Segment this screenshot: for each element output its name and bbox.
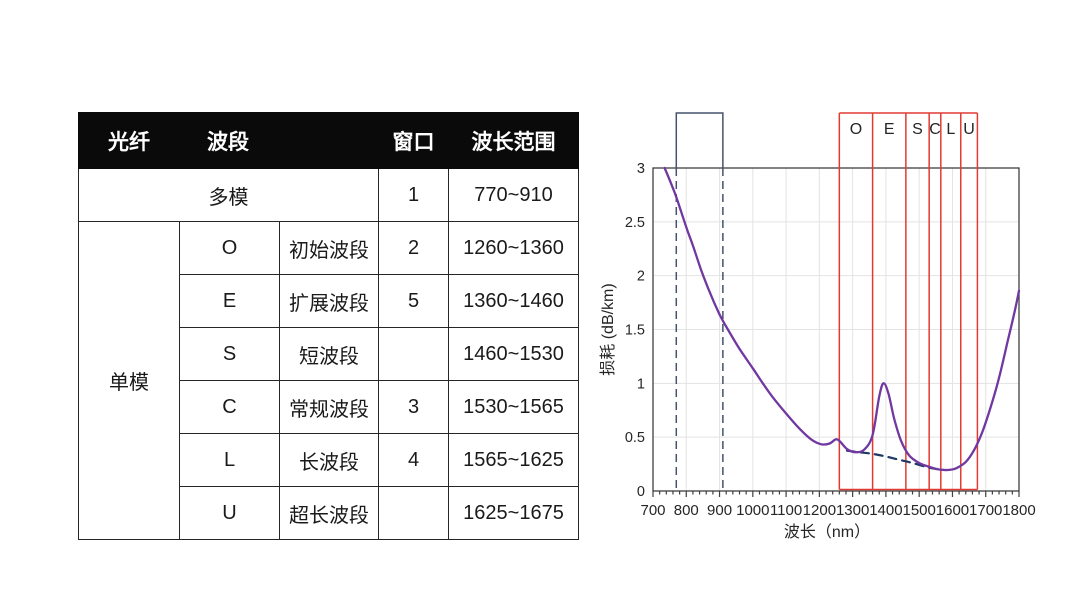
- y-tick-label: 1.5: [625, 323, 645, 339]
- attenuation-curve: [663, 166, 1021, 472]
- header-fiber: 光纤: [78, 112, 180, 169]
- cell-wavelength-range: 1260~1360: [448, 221, 579, 275]
- band-boxes: [838, 112, 979, 491]
- cell-wavelength-range: 1530~1565: [448, 380, 579, 434]
- y-tick-label: 2: [637, 269, 645, 285]
- band-label: S: [912, 121, 923, 138]
- cell-band-letter: L: [179, 433, 280, 487]
- multimode-window-box: [675, 112, 724, 491]
- table-header-row: 光纤 波段 窗口 波长范围: [78, 112, 579, 169]
- band-label: O: [850, 121, 862, 138]
- y-tick-label: 3: [637, 161, 645, 177]
- table-row: U 超长波段 1625~1675: [79, 486, 579, 540]
- y-axis-title: 损耗 (dB/km): [599, 283, 617, 375]
- cell-wavelength-range: 1360~1460: [448, 274, 579, 328]
- band-label: C: [929, 121, 941, 138]
- cell-wavelength-range: 1625~1675: [448, 486, 579, 540]
- table-row: C 常规波段 3 1530~1565: [79, 380, 579, 434]
- x-tick-label: 1800: [1002, 502, 1035, 519]
- cell-band-name: 超长波段: [279, 486, 379, 540]
- y-tick-label: 0.5: [625, 430, 645, 446]
- cell-band-letter: E: [179, 274, 280, 328]
- x-tick-label: 1600: [936, 502, 969, 519]
- cell-window-number: 5: [378, 274, 449, 328]
- band-label: U: [963, 121, 975, 138]
- x-tick-label: 900: [707, 502, 732, 519]
- cell-multimode-range: 770~910: [448, 168, 579, 222]
- fiber-band-table: 光纤 波段 窗口 波长范围 多模 1 770~910 单模 O 初始波段 2 1260…: [78, 112, 579, 540]
- x-tick-label: 800: [674, 502, 699, 519]
- cell-wavelength-range: 1565~1625: [448, 433, 579, 487]
- cell-window-number: [378, 486, 449, 540]
- cell-window-number: 2: [378, 221, 449, 275]
- table-row: S 短波段 1460~1530: [79, 327, 579, 381]
- x-axis-ticks: [652, 491, 1020, 497]
- multimode-window-top: [675, 112, 724, 168]
- x-axis-title: 波长（nm）: [784, 523, 870, 541]
- cell-band-name: 扩展波段: [279, 274, 379, 328]
- x-tick-label: 700: [640, 502, 665, 519]
- x-tick-label: 1100: [770, 502, 802, 519]
- cell-multimode-window: 1: [378, 168, 449, 222]
- x-tick-label: 1200: [803, 502, 836, 519]
- cell-singlemode-label: 单模: [78, 221, 180, 540]
- cell-band-name: 常规波段: [279, 380, 379, 434]
- grid: [653, 168, 1019, 491]
- plot-border: [652, 167, 1020, 492]
- cell-band-name: 短波段: [279, 327, 379, 381]
- y-tick-label: 0: [637, 484, 645, 500]
- table-row: E 扩展波段 5 1360~1460: [79, 274, 579, 328]
- x-tick-label: 1400: [869, 502, 902, 519]
- cell-window-number: 4: [378, 433, 449, 487]
- y-tick-label: 1: [637, 376, 645, 392]
- x-tick-label: 1000: [736, 502, 769, 519]
- x-tick-label: 1300: [836, 502, 869, 519]
- cell-multimode-label: 多模: [78, 168, 379, 222]
- x-tick-label: 1700: [969, 502, 1002, 519]
- table-row-multimode: 多模 1 770~910: [78, 168, 579, 222]
- band-label: E: [884, 121, 895, 138]
- x-tick-label: 1500: [902, 502, 935, 519]
- y-tick-label: 2.5: [625, 215, 645, 231]
- header-range: 波长范围: [448, 112, 579, 169]
- band-label: L: [946, 121, 955, 138]
